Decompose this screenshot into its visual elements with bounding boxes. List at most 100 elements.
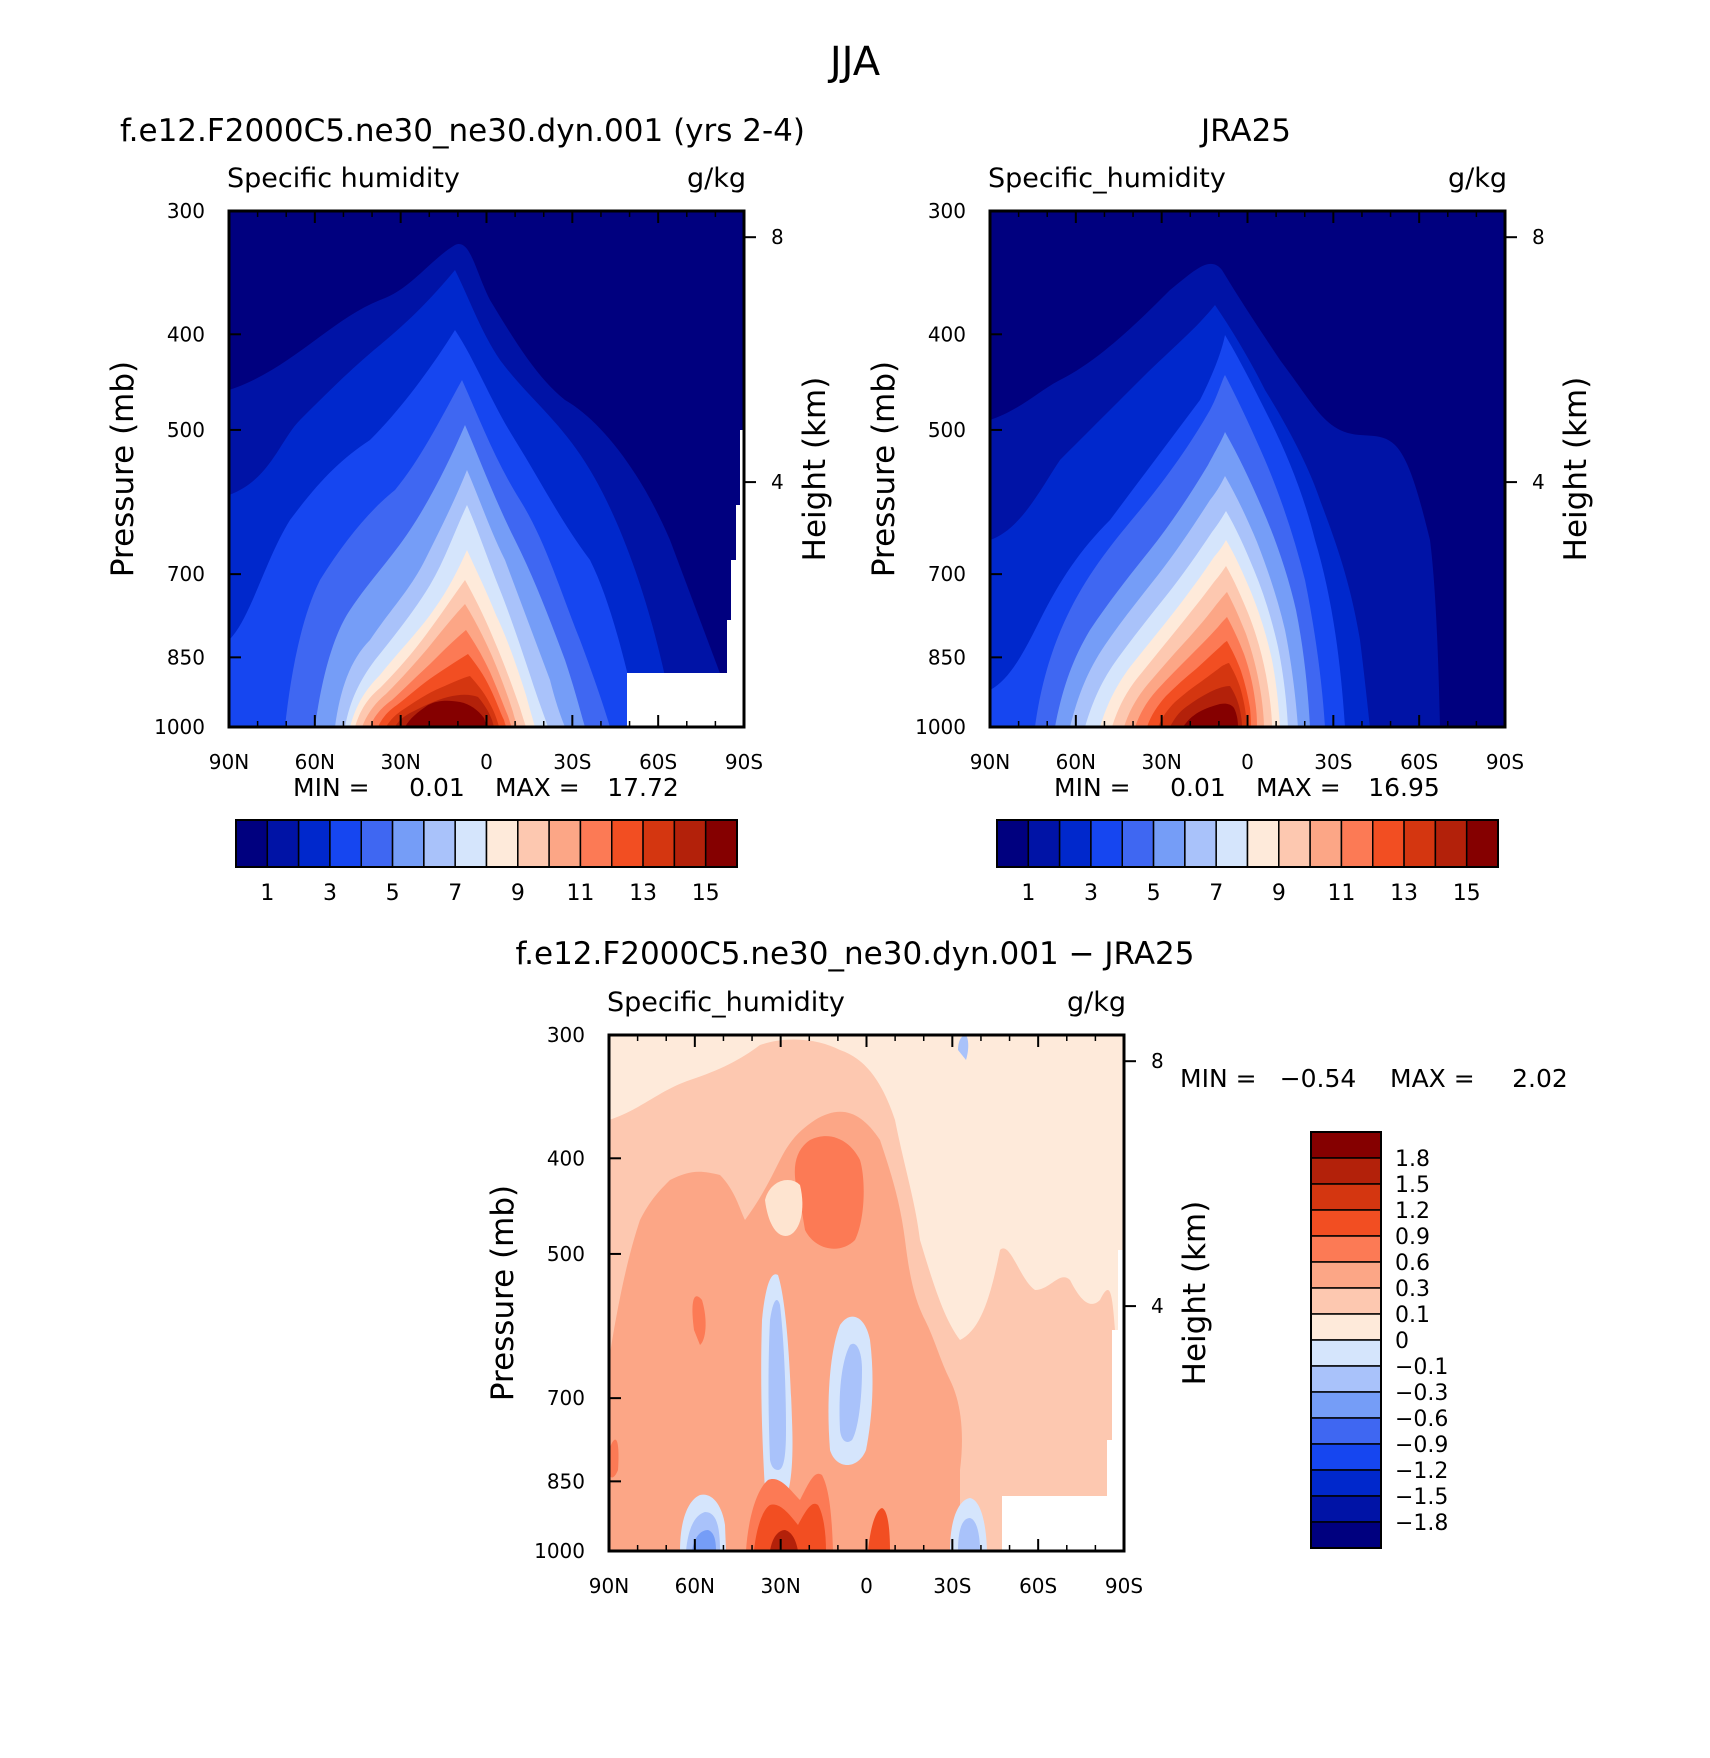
colorbar-label: −0.3 (1395, 1381, 1448, 1406)
colorbar-swatch (1310, 1339, 1382, 1367)
colorbar-label: 5 (386, 881, 400, 906)
max-label: MAX = (1256, 773, 1341, 802)
min-value: −0.54 (1280, 1064, 1357, 1093)
colorbar-swatch (235, 819, 269, 868)
max-label: MAX = (495, 773, 580, 802)
colorbar-label: 0.6 (1395, 1251, 1430, 1276)
contour-band (958, 1035, 969, 1060)
colorbar-label: 13 (629, 881, 657, 906)
y-tick-label: 850 (928, 645, 966, 669)
colorbar-swatch (1246, 819, 1280, 868)
x-tick-label: 30S (933, 1574, 971, 1598)
min-value: 0.01 (409, 773, 465, 802)
missing-data (1002, 1250, 1124, 1551)
units-label: g/kg (1448, 163, 1507, 194)
colorbar: 1.81.51.20.90.60.30.10−0.1−0.3−0.6−0.9−1… (1310, 1131, 1448, 1549)
max-value: 2.02 (1512, 1064, 1568, 1093)
colorbar-label: 3 (323, 881, 337, 906)
colorbar-label: 1.2 (1395, 1199, 1430, 1224)
colorbar-swatch (1310, 1131, 1382, 1159)
contour-band (958, 1518, 980, 1551)
axis-title-left: Pressure (mb) (105, 361, 141, 577)
colorbar-label: 0.9 (1395, 1225, 1430, 1250)
y-tick-label: 850 (547, 1469, 585, 1493)
colorbar: 1 3 5 7 9 11 13 15 (235, 819, 738, 906)
contour-band (765, 1180, 803, 1236)
axis-title-left: Pressure (mb) (866, 361, 902, 577)
min-label: MIN = (1054, 773, 1131, 802)
x-tick-label: 90N (209, 750, 249, 774)
contour-field (990, 211, 1505, 727)
panel-difference: f.e12.F2000C5.ne30_ne30.dyn.001 − JRA25 … (485, 936, 1568, 1598)
panel-title: f.e12.F2000C5.ne30_ne30.dyn.001 − JRA25 (516, 936, 1195, 972)
contour-band (754, 1503, 826, 1551)
x-tick-label: 60S (1400, 750, 1438, 774)
y-tick-label: 500 (547, 1242, 585, 1266)
colorbar-swatch (1278, 819, 1311, 868)
colorbar-swatch (1372, 819, 1405, 868)
contour-band (609, 1439, 619, 1478)
contour-band (1183, 703, 1238, 727)
colorbar-label: −1.8 (1395, 1511, 1448, 1536)
height-tick-label: 8 (1532, 225, 1545, 249)
x-tick-label: 0 (860, 1574, 873, 1598)
colorbar-swatch (329, 819, 362, 868)
contour-band (770, 1530, 798, 1551)
panel-title: f.e12.F2000C5.ne30_ne30.dyn.001 (yrs 2-4… (120, 113, 805, 149)
colorbar-swatch (1058, 819, 1092, 868)
x-tick-label: 60N (1056, 750, 1096, 774)
height-tick-label: 4 (771, 470, 784, 494)
colorbar-label: 0.3 (1395, 1277, 1430, 1302)
colorbar-swatch (579, 819, 613, 868)
colorbar-swatch (391, 819, 425, 868)
y-tick-label: 700 (928, 562, 966, 586)
colorbar-swatch (1310, 1313, 1382, 1341)
contour-band (768, 1300, 786, 1470)
colorbar-swatch (1090, 819, 1123, 868)
colorbar-swatch (611, 819, 644, 868)
units-label: g/kg (687, 163, 746, 194)
colorbar-swatch (1310, 1495, 1382, 1523)
y-tick-label: 500 (167, 418, 205, 442)
x-tick-label: 30N (1141, 750, 1181, 774)
colorbar-frame (235, 819, 738, 868)
colorbar-swatch (1309, 819, 1343, 868)
max-value: 17.72 (607, 773, 679, 802)
variable-label: Specific_humidity (607, 987, 845, 1018)
colorbar-swatch (1027, 819, 1061, 868)
colorbar-label: 1 (1021, 881, 1035, 906)
colorbar-swatch (1121, 819, 1155, 868)
height-tick-label: 8 (771, 225, 784, 249)
colorbar-swatch (1310, 1365, 1382, 1393)
x-tick-label: 30S (1314, 750, 1352, 774)
colorbar-swatch (1310, 1261, 1382, 1289)
colorbar-swatch (1310, 1287, 1382, 1315)
colorbar-label: 3 (1084, 881, 1098, 906)
colorbar-swatch (517, 819, 550, 868)
axes: 90N 60N 30N 0 30S 60S 90S 300 400 500 700 850 1000 8 4 (154, 199, 784, 774)
x-tick-label: 30S (553, 750, 591, 774)
colorbar-swatch (1403, 819, 1437, 868)
contour-band (405, 700, 487, 727)
colorbar-label: 9 (511, 881, 525, 906)
colorbar-swatch (1310, 1521, 1382, 1549)
colorbar-label: −1.5 (1395, 1485, 1448, 1510)
y-tick-label: 400 (547, 1146, 585, 1170)
height-tick-label: 8 (1151, 1049, 1164, 1073)
figure-title: JJA (827, 39, 881, 85)
colorbar-label: 9 (1272, 881, 1286, 906)
colorbar-swatch (1310, 1209, 1382, 1237)
colorbar-label: 1.8 (1395, 1147, 1430, 1172)
colorbar-label: 1 (260, 881, 274, 906)
colorbar-swatch (1340, 819, 1374, 868)
x-tick-label: 90N (970, 750, 1010, 774)
y-tick-label: 1000 (915, 715, 966, 739)
x-tick-label: 90S (725, 750, 763, 774)
colorbar-swatch (266, 819, 300, 868)
x-tick-label: 0 (1241, 750, 1254, 774)
colorbar-label: −0.1 (1395, 1355, 1448, 1380)
colorbar-label: 0.1 (1395, 1303, 1430, 1328)
max-value: 16.95 (1368, 773, 1440, 802)
y-tick-label: 300 (928, 199, 966, 223)
